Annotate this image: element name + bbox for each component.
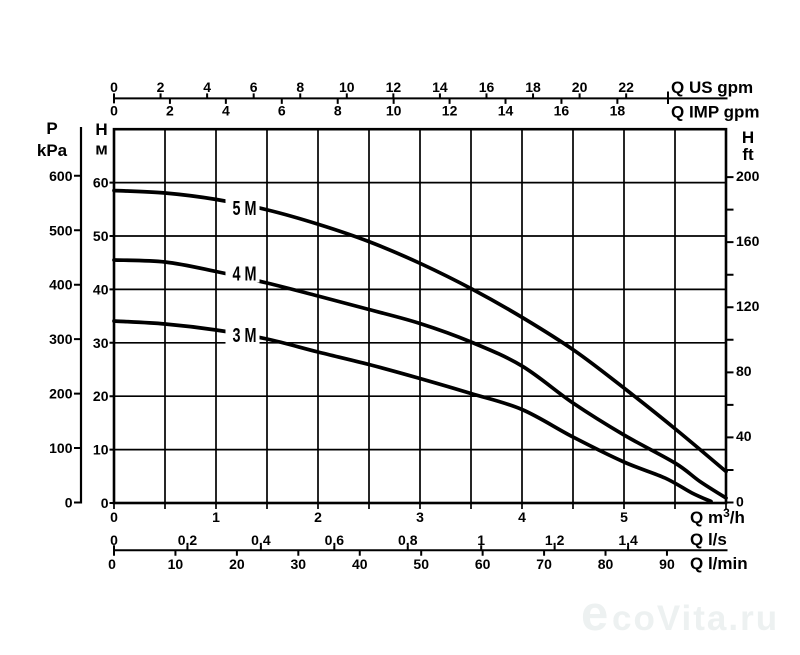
svg-text:1: 1	[212, 509, 220, 525]
svg-text:60: 60	[93, 175, 109, 191]
svg-text:80: 80	[736, 363, 752, 379]
svg-text:8: 8	[296, 79, 304, 95]
svg-text:30: 30	[93, 335, 109, 351]
svg-text:10: 10	[168, 556, 184, 572]
svg-text:300: 300	[49, 331, 73, 347]
svg-text:Q m3/h: Q m3/h	[690, 506, 745, 527]
svg-text:4: 4	[518, 509, 526, 525]
svg-text:0,2: 0,2	[178, 532, 198, 548]
svg-text:0: 0	[736, 493, 744, 509]
svg-text:Q l/min: Q l/min	[690, 554, 748, 573]
svg-text:6: 6	[250, 79, 258, 95]
svg-text:Q US gpm: Q US gpm	[671, 78, 753, 97]
svg-text:200: 200	[736, 168, 760, 184]
svg-text:0: 0	[108, 556, 116, 572]
svg-text:120: 120	[736, 298, 760, 314]
svg-text:30: 30	[291, 556, 307, 572]
svg-text:50: 50	[93, 228, 109, 244]
svg-text:0,8: 0,8	[398, 532, 418, 548]
svg-text:22: 22	[618, 79, 634, 95]
svg-text:8: 8	[334, 103, 342, 119]
svg-text:6: 6	[278, 103, 286, 119]
svg-text:80: 80	[598, 556, 614, 572]
svg-text:50: 50	[413, 556, 429, 572]
svg-text:40: 40	[352, 556, 368, 572]
svg-text:4: 4	[222, 103, 230, 119]
svg-text:1,2: 1,2	[545, 532, 565, 548]
svg-text:16: 16	[479, 79, 495, 95]
svg-text:0: 0	[110, 103, 118, 119]
svg-text:5: 5	[620, 509, 628, 525]
svg-text:1: 1	[477, 532, 485, 548]
svg-text:3: 3	[416, 509, 424, 525]
svg-text:P: P	[46, 119, 57, 138]
svg-text:70: 70	[536, 556, 552, 572]
svg-text:18: 18	[525, 79, 541, 95]
svg-text:0: 0	[110, 509, 118, 525]
svg-text:10: 10	[386, 103, 402, 119]
svg-text:3 M: 3 M	[233, 325, 257, 347]
svg-text:0: 0	[65, 495, 73, 511]
svg-text:ft: ft	[742, 145, 754, 164]
svg-text:Q IMP gpm: Q IMP gpm	[671, 103, 759, 122]
svg-text:2: 2	[157, 79, 165, 95]
svg-text:10: 10	[339, 79, 355, 95]
svg-text:2: 2	[166, 103, 174, 119]
svg-text:2: 2	[314, 509, 322, 525]
svg-text:5 M: 5 M	[233, 198, 257, 220]
svg-text:600: 600	[49, 168, 73, 184]
svg-text:0,4: 0,4	[251, 532, 271, 548]
svg-text:coVita.ru: coVita.ru	[612, 599, 779, 638]
svg-text:1,4: 1,4	[618, 532, 638, 548]
svg-text:14: 14	[432, 79, 448, 95]
svg-text:18: 18	[610, 103, 626, 119]
svg-text:60: 60	[475, 556, 491, 572]
svg-text:4 M: 4 M	[233, 264, 257, 286]
svg-text:500: 500	[49, 222, 73, 238]
svg-text:12: 12	[442, 103, 458, 119]
svg-text:90: 90	[659, 556, 675, 572]
svg-text:20: 20	[572, 79, 588, 95]
svg-text:4: 4	[203, 79, 211, 95]
svg-text:H: H	[95, 120, 107, 139]
svg-text:40: 40	[736, 428, 752, 444]
svg-text:200: 200	[49, 386, 73, 402]
svg-text:160: 160	[736, 233, 760, 249]
svg-text:Q l/s: Q l/s	[690, 530, 727, 549]
svg-text:100: 100	[49, 440, 73, 456]
svg-text:H: H	[742, 128, 754, 147]
svg-text:kPa: kPa	[37, 141, 68, 160]
svg-text:0: 0	[101, 495, 109, 511]
svg-text:0: 0	[110, 79, 118, 95]
svg-text:e: e	[581, 587, 608, 641]
svg-text:16: 16	[554, 103, 570, 119]
svg-text:10: 10	[93, 442, 109, 458]
svg-text:400: 400	[49, 277, 73, 293]
svg-text:0,6: 0,6	[325, 532, 345, 548]
svg-text:14: 14	[498, 103, 514, 119]
svg-text:12: 12	[386, 79, 402, 95]
svg-text:м: м	[95, 140, 108, 159]
svg-text:20: 20	[93, 388, 109, 404]
svg-text:40: 40	[93, 281, 109, 297]
svg-text:0: 0	[110, 532, 118, 548]
svg-text:20: 20	[229, 556, 245, 572]
